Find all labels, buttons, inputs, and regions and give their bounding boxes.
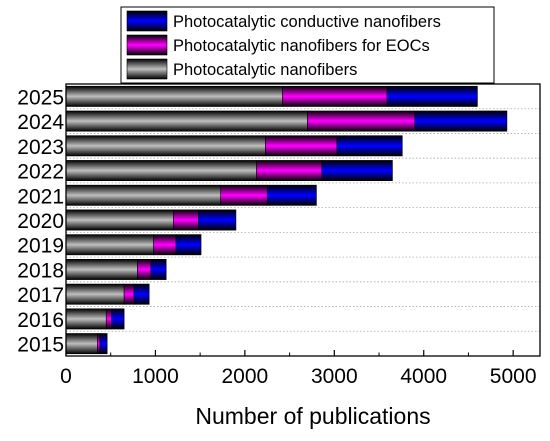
bar-segment [65,259,138,280]
bar-segment [133,283,150,305]
category-label: 2015 [17,334,64,357]
bar-segment [220,184,268,206]
bar-segment [111,308,125,330]
bar-segment [321,160,393,181]
bar-segment [336,135,403,157]
x-tick-label: 2000 [222,365,269,388]
legend-box [120,6,495,84]
bar-segment [153,234,177,256]
legend-swatch [126,58,168,80]
bar-segment [65,234,154,256]
bar-segment [65,308,107,330]
plot-frame [65,83,541,357]
legend-swatch [126,34,168,56]
category-label: 2020 [17,210,64,233]
bar-segment [386,85,478,107]
bar-segment [65,160,257,181]
bar-segment [266,184,317,206]
legend-label: Photocatalytic nanofibers [173,61,357,79]
bar-segment [265,135,338,157]
category-label: 2023 [17,136,64,159]
bar-segment [256,160,323,181]
bar-segment [97,333,101,355]
legend: Photocatalytic conductive nanofibers Phot… [120,6,495,84]
bar-segment [282,85,388,107]
x-tick-label: 4000 [400,365,447,388]
category-label: 2017 [17,284,64,307]
bar-segment [65,209,174,231]
category-label: 2019 [17,235,64,258]
category-label: 2016 [17,309,64,332]
category-label: 2025 [17,86,64,109]
category-label: 2021 [17,185,64,208]
x-axis-title: Number of publications [195,403,430,429]
x-tick-label: 5000 [490,365,537,388]
labels: 0 1000 2000 3000 4000 50002025202420232022202… [17,86,536,388]
x-tick-label: 0 [60,365,72,388]
legend-swatch [126,10,168,32]
bar-segment [65,333,98,355]
bar-segment [123,283,135,305]
bar-segment [414,110,508,132]
bar-segment [137,259,152,280]
category-label: 2018 [17,259,64,282]
bar-segment [65,85,283,107]
bars [65,85,508,355]
legend-label: Photocatalytic nanofibers for EOCs [173,37,430,55]
bar-segment [198,209,237,231]
x-tick-label: 1000 [132,365,179,388]
bar-segment [65,283,125,305]
bar-segment [307,110,416,132]
x-tick-label: 3000 [311,365,358,388]
bar-segment [65,135,266,157]
bar-segment [173,209,199,231]
bar-segment [105,308,112,330]
bar-segment [99,333,108,355]
category-label: 2024 [17,111,64,134]
bar-segment [150,259,167,280]
legend-label: Photocatalytic conductive nanofibers [173,13,441,31]
axes [65,83,541,357]
bar-segment [65,110,308,132]
bar-segment [175,234,202,256]
bar-segment [65,184,222,206]
category-label: 2022 [17,161,64,184]
